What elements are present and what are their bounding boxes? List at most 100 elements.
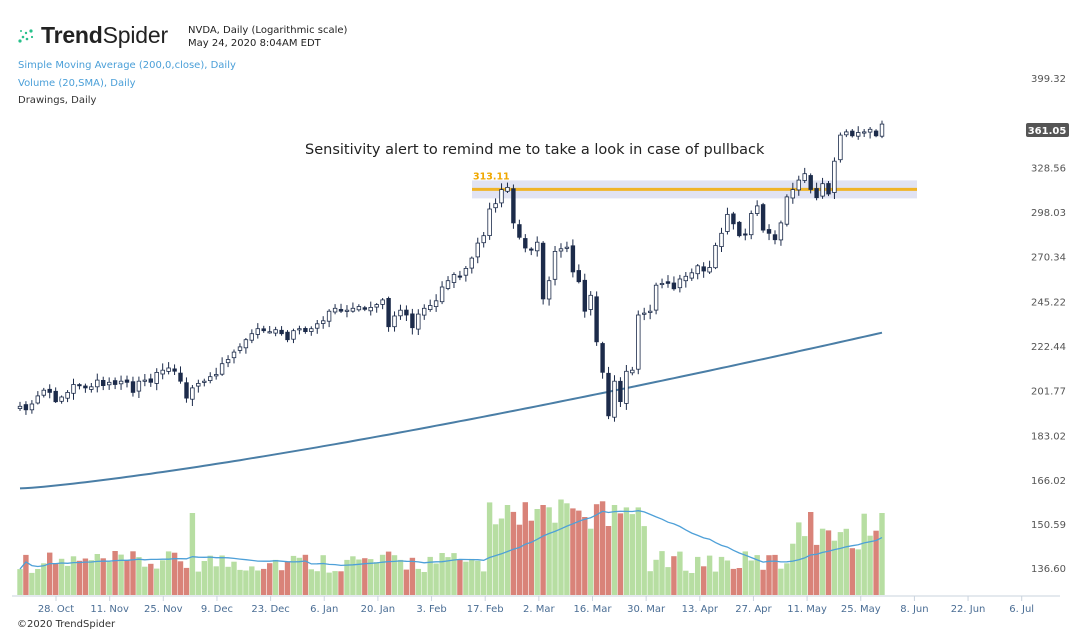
volume-bar bbox=[552, 522, 558, 595]
volume-bar bbox=[165, 551, 172, 595]
indicator-drawings[interactable]: Drawings, Daily bbox=[18, 95, 97, 106]
candle-body bbox=[207, 376, 213, 382]
candle-body bbox=[41, 389, 46, 396]
volume-bar bbox=[445, 557, 451, 595]
volume-bar bbox=[867, 535, 873, 595]
candle-body bbox=[820, 183, 825, 197]
volume-bar bbox=[718, 556, 725, 595]
candle-body bbox=[350, 307, 356, 312]
volume-bar bbox=[409, 557, 416, 595]
symbol-info: NVDA, Daily (Logarithmic scale) May 24, … bbox=[188, 24, 347, 50]
candle-body bbox=[225, 359, 231, 364]
volume-bar bbox=[790, 543, 796, 595]
candle-body bbox=[778, 222, 784, 241]
volume-bar bbox=[635, 507, 641, 595]
y-tick-label: 183.02 bbox=[1031, 431, 1066, 442]
volume-bar bbox=[469, 558, 475, 595]
volume-bar bbox=[255, 570, 261, 595]
y-tick-label: 270.34 bbox=[1031, 253, 1066, 264]
volume-bar bbox=[53, 563, 59, 595]
brand-logo: TrendSpider bbox=[17, 22, 168, 49]
candle-body bbox=[130, 381, 136, 393]
candle-body bbox=[665, 281, 671, 284]
brand-name: TrendSpider bbox=[41, 22, 168, 49]
candle-body bbox=[285, 331, 290, 341]
candle-body bbox=[760, 204, 766, 231]
volume-bar bbox=[701, 566, 707, 595]
x-tick-label: 22. Jun bbox=[951, 604, 986, 615]
x-tick-label: 13. Apr bbox=[682, 604, 719, 615]
x-tick-label: 8. Jun bbox=[900, 604, 928, 615]
volume-bar bbox=[528, 520, 534, 595]
volume-bar bbox=[225, 566, 231, 595]
volume-bar bbox=[403, 569, 410, 595]
candle-body bbox=[338, 308, 344, 312]
candle-body bbox=[511, 188, 516, 224]
volume-bar bbox=[772, 554, 778, 595]
candle-body bbox=[202, 380, 207, 383]
volume-bar bbox=[492, 524, 499, 595]
y-tick-label: 222.44 bbox=[1031, 342, 1066, 353]
volume-bar bbox=[385, 551, 392, 595]
candle-body bbox=[772, 234, 778, 241]
volume-bar bbox=[350, 556, 356, 595]
candle-body bbox=[273, 329, 278, 334]
x-tick-label: 28. Oct bbox=[38, 604, 74, 615]
x-tick-label: 16. Mar bbox=[574, 604, 613, 615]
candle-body bbox=[784, 196, 790, 225]
volume-bar bbox=[475, 560, 481, 595]
x-axis: 28. Oct 11. Nov 25. Nov 9. Dec 23. Dec 6. Jan… bbox=[12, 595, 1060, 615]
candle-body bbox=[219, 363, 225, 375]
candle-body bbox=[648, 310, 653, 313]
volume-bar bbox=[522, 502, 528, 595]
candle-body bbox=[65, 391, 70, 399]
volume-bar bbox=[41, 563, 47, 595]
candle-body bbox=[707, 267, 712, 273]
volume-bar bbox=[439, 553, 445, 595]
volume-bar bbox=[267, 563, 273, 595]
candle-body bbox=[124, 379, 130, 383]
last-price-badge-bg bbox=[1026, 123, 1069, 137]
candle-body bbox=[404, 309, 409, 316]
x-tick-label: 23. Dec bbox=[251, 604, 289, 615]
y-tick-label: 150.59 bbox=[1031, 520, 1066, 531]
volume-bar bbox=[540, 505, 546, 595]
volume-bar bbox=[689, 573, 695, 595]
volume-bar bbox=[183, 567, 190, 595]
candle-body bbox=[118, 380, 124, 385]
indicator-volume[interactable]: Volume (20,SMA), Daily bbox=[18, 77, 136, 89]
volume-bar bbox=[284, 561, 291, 595]
candle-body bbox=[101, 379, 106, 386]
volume-bar bbox=[35, 569, 41, 595]
alert-annotation: Sensitivity alert to remind me to take a… bbox=[305, 142, 765, 158]
volume-bar bbox=[148, 563, 154, 595]
candle-body bbox=[832, 160, 837, 193]
volume-bar bbox=[332, 571, 338, 595]
x-tick-label: 6. Jul bbox=[1009, 604, 1034, 615]
candle-body bbox=[17, 405, 23, 409]
candle-body bbox=[326, 310, 332, 322]
candle-body bbox=[766, 229, 772, 234]
candle-body bbox=[77, 384, 82, 387]
volume-bar bbox=[671, 556, 677, 595]
candle-body bbox=[368, 306, 373, 312]
y-tick-label: 166.02 bbox=[1031, 476, 1066, 487]
level-drawing[interactable]: 313.11 bbox=[472, 171, 917, 199]
candle-body bbox=[862, 131, 867, 134]
volume-bar bbox=[695, 556, 701, 595]
volume-bar bbox=[831, 540, 838, 595]
indicator-sma[interactable]: Simple Moving Average (200,0,close), Dai… bbox=[18, 60, 236, 71]
volume-bar bbox=[849, 548, 855, 595]
candle-body bbox=[344, 309, 350, 312]
candle-body bbox=[231, 351, 237, 359]
candle-body bbox=[719, 232, 724, 248]
volume-bar bbox=[796, 522, 802, 595]
candle-body bbox=[814, 188, 819, 199]
volume-bar bbox=[374, 562, 380, 595]
symbol-title: NVDA, Daily (Logarithmic scale) bbox=[188, 25, 348, 36]
candle-body bbox=[356, 306, 362, 311]
candle-body bbox=[755, 205, 760, 214]
volume-bar bbox=[564, 503, 570, 595]
candle-body bbox=[642, 312, 647, 315]
